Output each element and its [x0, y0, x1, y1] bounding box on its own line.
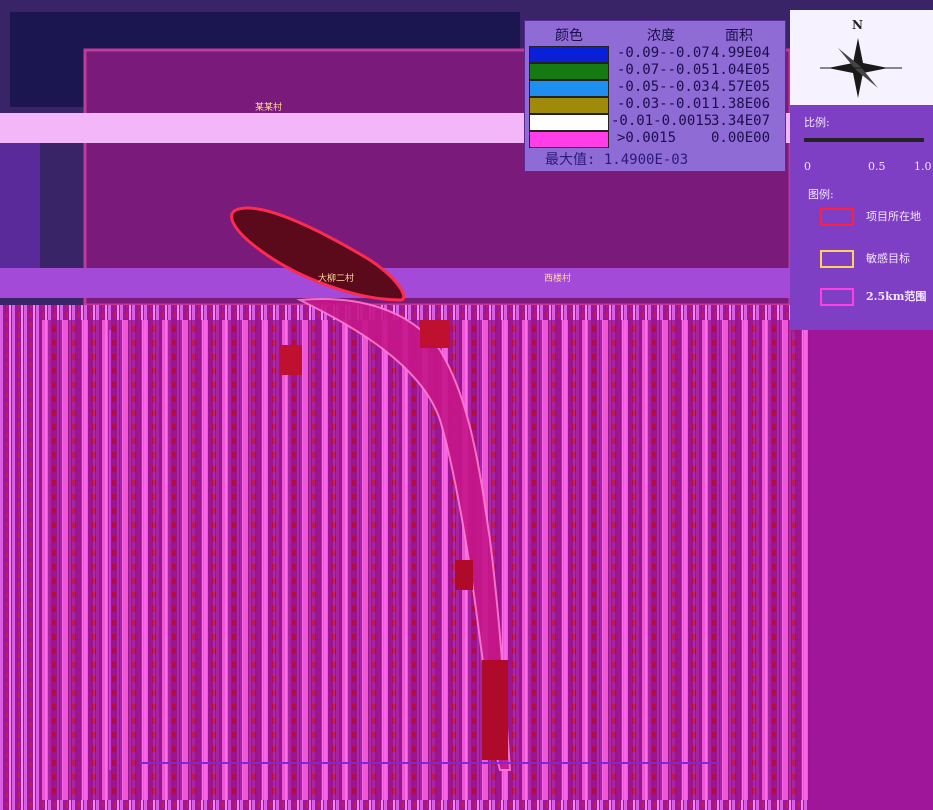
- scale-tick: 0: [804, 160, 811, 173]
- place-label: 大柳二村: [318, 274, 355, 284]
- legend-max-label: 最大值:: [545, 152, 596, 168]
- legend-range: -0.01-0.0015: [611, 113, 713, 129]
- legend-swatch: [529, 46, 609, 63]
- north-label: N: [852, 18, 863, 32]
- legend-item-sensitive: 敏感目标: [820, 248, 930, 268]
- legend-row: -0.03--0.01 1.38E06: [525, 96, 785, 114]
- legend-row: >0.0015 0.00E00: [525, 130, 785, 148]
- legend-area: 4.99E04: [711, 45, 771, 61]
- legend-range: -0.05--0.03: [617, 79, 710, 95]
- scale-tick: 1.0: [914, 160, 932, 173]
- legend-item-label: 2.5km范围: [866, 290, 927, 303]
- plume-spot: [420, 320, 450, 348]
- legend-row: -0.01-0.0015 3.34E07: [525, 113, 785, 131]
- legend-row: -0.09--0.07 4.99E04: [525, 45, 785, 63]
- scale-label: 比例:: [804, 116, 830, 129]
- legend-range: -0.07--0.05: [617, 62, 710, 78]
- place-label: 西楼村: [544, 274, 572, 284]
- compass-rose-icon: [820, 38, 902, 98]
- scale-tick: 0.5: [868, 160, 886, 173]
- scale-bar: [804, 138, 924, 142]
- plume-spot: [280, 345, 302, 375]
- map-side-panel: N 比例: 0 0.5 1.0 图例: 项目所在地 敏感目标 2.5km范围: [790, 10, 933, 330]
- legend-item-label: 项目所在地: [866, 210, 921, 223]
- legend-area: 3.34E07: [711, 113, 771, 129]
- legend-range: -0.03--0.01: [617, 96, 710, 112]
- legend-area: 1.04E05: [711, 62, 771, 78]
- right-fill: [810, 330, 933, 810]
- plume-spot: [455, 560, 473, 590]
- legend-item-project: 项目所在地: [820, 206, 930, 226]
- legend-swatch: [529, 131, 609, 148]
- sensitive-target-symbol: [820, 250, 854, 268]
- legend-area: 0.00E00: [711, 130, 771, 146]
- glitch-band-2: [0, 268, 830, 298]
- legend-header: 颜色 浓度 面积: [525, 25, 785, 44]
- legend-item-label: 敏感目标: [866, 252, 910, 265]
- project-site-symbol: [820, 208, 854, 226]
- legend-col-concentration: 浓度: [647, 28, 675, 44]
- range-boundary-symbol: [820, 288, 854, 306]
- legend-swatch: [529, 97, 609, 114]
- compass: N: [790, 10, 933, 105]
- place-label: 某某村: [255, 103, 283, 113]
- plume-core: [482, 660, 508, 760]
- map-legend-title: 图例:: [808, 188, 834, 201]
- legend-range: >0.0015: [617, 130, 677, 146]
- legend-area: 4.57E05: [711, 79, 771, 95]
- legend-max-value: 1.4900E-03: [603, 152, 689, 168]
- glitch-band-3: [0, 143, 40, 268]
- legend-swatch: [529, 80, 609, 97]
- legend-row: -0.05--0.03 4.57E05: [525, 79, 785, 97]
- legend-row: -0.07--0.05 1.04E05: [525, 62, 785, 80]
- legend-item-range: 2.5km范围: [820, 286, 930, 306]
- legend-area: 1.38E06: [711, 96, 771, 112]
- legend-col-color: 颜色: [555, 28, 583, 44]
- project-site: [230, 206, 406, 302]
- legend-range: -0.09--0.07: [617, 45, 710, 61]
- legend-swatch: [529, 63, 609, 80]
- legend-max: 最大值: 1.4900E-03: [545, 149, 688, 169]
- legend-col-area: 面积: [725, 28, 753, 44]
- noise-field-core: [40, 320, 810, 800]
- concentration-legend: 颜色 浓度 面积 -0.09--0.07 4.99E04 -0.07--0.05…: [524, 20, 786, 172]
- legend-swatch: [529, 114, 609, 131]
- concentration-plume: [296, 298, 512, 771]
